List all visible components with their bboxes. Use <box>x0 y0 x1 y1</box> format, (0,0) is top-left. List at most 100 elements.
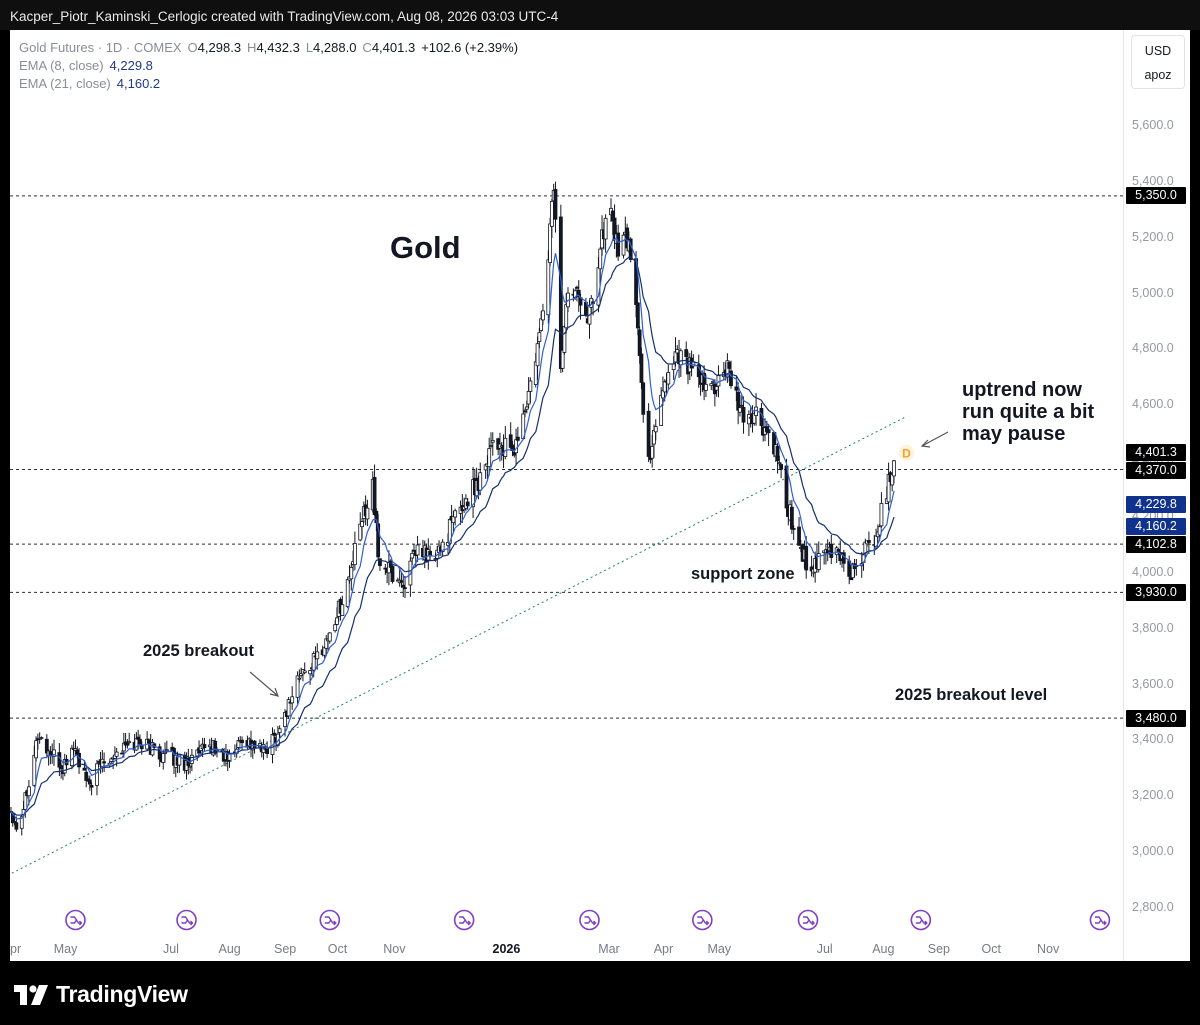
candle[interactable] <box>829 543 834 558</box>
legend-ema8-row[interactable]: EMA (8, close) 4,229.8 <box>19 57 518 75</box>
candle[interactable] <box>453 510 458 518</box>
annotation-support-zone[interactable]: support zone <box>691 565 795 583</box>
candle[interactable] <box>295 675 300 698</box>
candle[interactable] <box>616 232 621 257</box>
candle[interactable] <box>202 744 207 749</box>
currency-unit-box[interactable]: USD apoz <box>1131 35 1185 89</box>
event-marker-icon[interactable] <box>1089 909 1111 931</box>
candle[interactable] <box>188 765 193 768</box>
candle[interactable] <box>541 310 545 321</box>
candle[interactable] <box>376 523 381 558</box>
candle[interactable] <box>791 528 796 530</box>
candle[interactable] <box>335 617 339 625</box>
candle[interactable] <box>252 740 257 749</box>
candle[interactable] <box>333 624 338 632</box>
candle[interactable] <box>383 567 388 570</box>
candle[interactable] <box>877 526 882 536</box>
candle[interactable] <box>302 670 307 674</box>
candle[interactable] <box>537 332 542 342</box>
candle[interactable] <box>564 304 569 329</box>
candle[interactable] <box>378 558 382 566</box>
candle[interactable] <box>360 521 364 528</box>
candle[interactable] <box>315 651 320 660</box>
candle[interactable] <box>127 741 132 744</box>
candle[interactable] <box>401 584 406 588</box>
candle[interactable] <box>349 566 354 580</box>
candle[interactable] <box>478 472 483 491</box>
annotation-breakout-level[interactable]: 2025 breakout level <box>895 686 1047 704</box>
level-price-tag[interactable]: 3,480.0 <box>1126 709 1186 727</box>
candle[interactable] <box>576 289 581 297</box>
candle[interactable] <box>440 541 445 552</box>
candle[interactable] <box>662 381 667 393</box>
candle[interactable] <box>227 753 232 761</box>
candle[interactable] <box>207 744 212 748</box>
level-price-tag[interactable]: 3,930.0 <box>1126 583 1186 601</box>
candle[interactable] <box>399 580 404 583</box>
level-price-tag[interactable]: 5,350.0 <box>1126 187 1186 205</box>
candle[interactable] <box>560 349 565 369</box>
scale-mode-label[interactable]: apoz <box>1144 68 1172 82</box>
candle[interactable] <box>290 696 295 704</box>
candle[interactable] <box>678 350 683 366</box>
chart-title[interactable]: Gold <box>390 230 461 265</box>
candle[interactable] <box>641 382 646 415</box>
candle[interactable] <box>879 503 884 527</box>
candle[interactable] <box>779 464 784 470</box>
candle[interactable] <box>322 647 327 656</box>
candle[interactable] <box>546 259 551 316</box>
candle[interactable] <box>804 545 809 571</box>
candle[interactable] <box>138 738 142 745</box>
candle[interactable] <box>311 653 316 671</box>
candle[interactable] <box>515 436 520 441</box>
candle[interactable] <box>548 223 552 263</box>
candle[interactable] <box>652 430 656 445</box>
candle[interactable] <box>621 234 626 256</box>
candle[interactable] <box>161 752 166 763</box>
candle[interactable] <box>69 747 74 767</box>
candle[interactable] <box>308 670 313 675</box>
candle[interactable] <box>671 363 676 371</box>
candle[interactable] <box>52 749 56 757</box>
candle[interactable] <box>727 361 732 369</box>
ema21-line[interactable] <box>10 256 895 816</box>
level-price-tag[interactable]: 4,102.8 <box>1126 535 1186 553</box>
candle[interactable] <box>372 476 377 516</box>
candle[interactable] <box>659 394 664 426</box>
candle[interactable] <box>892 460 896 477</box>
candle[interactable] <box>403 587 407 590</box>
candle[interactable] <box>352 542 357 566</box>
candle[interactable] <box>489 445 493 447</box>
candle[interactable] <box>272 732 277 736</box>
candle[interactable] <box>650 445 655 459</box>
candle[interactable] <box>766 429 771 434</box>
candle[interactable] <box>797 526 801 546</box>
candle[interactable] <box>741 407 746 423</box>
candle[interactable] <box>125 742 130 746</box>
candle[interactable] <box>19 816 24 829</box>
legend-symbol[interactable]: Gold Futures · 1D · COMEX <box>19 40 182 55</box>
candle[interactable] <box>524 406 529 410</box>
candle[interactable] <box>465 501 470 507</box>
candle[interactable] <box>639 353 644 383</box>
candle[interactable] <box>777 462 782 465</box>
candle[interactable] <box>562 326 567 353</box>
candle[interactable] <box>345 579 350 608</box>
candle[interactable] <box>415 544 420 556</box>
candle[interactable] <box>14 822 19 830</box>
chart-area[interactable]: Gold 2025 breakout uptrend now run quite a … <box>10 30 1123 961</box>
candle[interactable] <box>236 740 241 748</box>
candle[interactable] <box>410 553 415 559</box>
candle[interactable] <box>816 553 821 570</box>
candle[interactable] <box>114 751 119 757</box>
candle[interactable] <box>59 765 64 770</box>
candle[interactable] <box>412 549 416 552</box>
candle[interactable] <box>487 448 492 468</box>
price-scale[interactable]: USD apoz 2,800.0 3,000.0 3,200.0 3,400.0 3,6… <box>1123 30 1191 961</box>
dividend-marker[interactable] <box>898 444 915 461</box>
candle[interactable] <box>490 440 495 443</box>
candle[interactable] <box>139 744 144 750</box>
candle[interactable] <box>82 767 87 771</box>
event-marker-icon[interactable] <box>65 909 86 931</box>
candle[interactable] <box>34 740 38 759</box>
